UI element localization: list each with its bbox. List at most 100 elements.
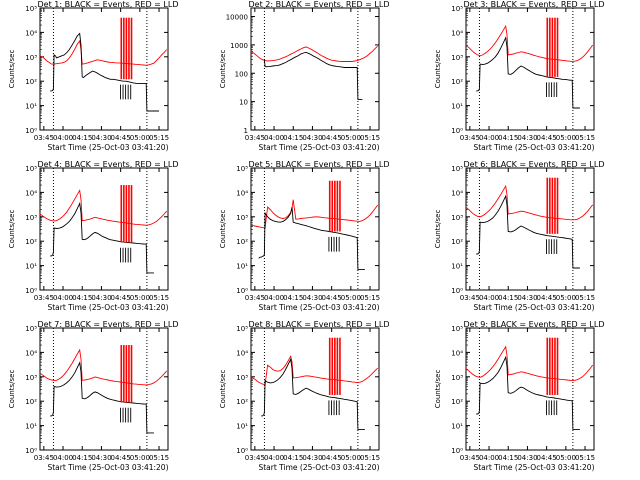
- x-tick-label: 04:00: [479, 454, 499, 462]
- x-axis-label: Start Time (25-Oct-03 03:41:20): [473, 303, 594, 312]
- x-tick-label: 03:45: [34, 454, 54, 462]
- plot-frame: [465, 167, 595, 291]
- lld-series-line: [466, 24, 594, 62]
- y-tick-label: 10⁵: [236, 325, 248, 333]
- x-tick-label: 05:15: [575, 134, 595, 142]
- lld-series-line: [251, 199, 379, 229]
- y-tick-label: 10²: [451, 78, 463, 86]
- y-tick-label: 10⁵: [25, 165, 37, 173]
- x-tick-label: 05:15: [575, 294, 595, 302]
- x-tick-label: 04:45: [537, 294, 557, 302]
- plot-data: [466, 168, 594, 290]
- x-tick-label: 04:00: [479, 294, 499, 302]
- y-tick-label: 100: [235, 70, 248, 78]
- y-tick-label: 10⁵: [451, 325, 463, 333]
- y-tick-label: 10¹: [25, 263, 37, 271]
- x-tick-label: 05:15: [149, 294, 169, 302]
- y-tick-label: 10³: [236, 374, 248, 382]
- x-axis-label: Start Time (25-Oct-03 03:41:20): [258, 303, 379, 312]
- x-tick-label: 04:00: [264, 134, 284, 142]
- y-tick-label: 10¹: [451, 423, 463, 431]
- x-tick-label: 05:00: [130, 454, 150, 462]
- x-tick-label: 05:00: [341, 294, 361, 302]
- x-tick-label: 05:15: [360, 454, 380, 462]
- y-axis-label: Counts/sec: [219, 370, 227, 409]
- plot-frame: [39, 327, 169, 451]
- x-tick-label: 05:00: [556, 454, 576, 462]
- x-tick-label: 05:15: [575, 454, 595, 462]
- y-axis-label: Counts/sec: [8, 50, 16, 89]
- plot-frame: [465, 327, 595, 451]
- lld-series-line: [466, 184, 594, 221]
- panel-title: Det 1: BLACK = Events, RED = LLD: [38, 0, 179, 9]
- plot-data: [466, 8, 594, 130]
- x-tick-label: 04:30: [91, 134, 111, 142]
- y-tick-label: 10¹: [25, 103, 37, 111]
- events-series-line: [263, 51, 363, 100]
- y-tick-label: 10³: [451, 54, 463, 62]
- y-tick-label: 10⁰: [236, 287, 248, 295]
- y-tick-label: 10¹: [25, 423, 37, 431]
- x-tick-label: 04:30: [302, 454, 322, 462]
- y-tick-label: 10⁵: [451, 5, 463, 13]
- x-tick-label: 04:00: [53, 134, 73, 142]
- plot-frame: [250, 327, 380, 451]
- y-tick-label: 10: [239, 99, 248, 107]
- x-tick-label: 04:15: [498, 294, 518, 302]
- y-tick-label: 10²: [236, 398, 248, 406]
- x-tick-label: 04:15: [283, 134, 303, 142]
- y-tick-label: 10⁰: [25, 127, 37, 135]
- plot-data: [466, 328, 594, 450]
- x-tick-label: 05:15: [149, 134, 169, 142]
- plot-frame: [250, 7, 380, 131]
- y-tick-label: 10²: [451, 238, 463, 246]
- chart-panel-1: 03:45 04:00 04:15 04:30 04:45 05:00 05:15 10⁰ 10…: [8, 0, 178, 152]
- plot-data: [40, 168, 168, 290]
- x-tick-label: 05:00: [556, 134, 576, 142]
- chart-panel-3: 03:45 04:00 04:15 04:30 04:45 05:00 05:15 10⁰ 10…: [434, 0, 604, 152]
- y-tick-label: 10¹: [236, 263, 248, 271]
- x-tick-label: 04:00: [53, 294, 73, 302]
- x-tick-label: 04:15: [72, 454, 92, 462]
- y-tick-label: 10³: [25, 374, 37, 382]
- x-tick-label: 04:45: [537, 134, 557, 142]
- y-tick-label: 10²: [451, 398, 463, 406]
- y-tick-label: 10⁴: [451, 349, 463, 357]
- chart-panel-9: 03:45 04:00 04:15 04:30 04:45 05:00 05:15 10⁰ 10…: [434, 320, 604, 472]
- x-tick-label: 04:15: [283, 454, 303, 462]
- x-tick-label: 04:15: [498, 134, 518, 142]
- x-tick-label: 05:00: [341, 454, 361, 462]
- plot-frame: [250, 167, 380, 291]
- y-axis-label: Counts/sec: [434, 50, 442, 89]
- events-series-line: [476, 355, 580, 430]
- x-tick-label: 04:30: [302, 294, 322, 302]
- x-tick-label: 03:45: [34, 294, 54, 302]
- panel-title: Det 5: BLACK = Events, RED = LLD: [249, 160, 390, 169]
- y-tick-label: 10⁴: [25, 349, 37, 357]
- x-tick-label: 05:00: [130, 294, 150, 302]
- x-tick-label: 04:15: [498, 454, 518, 462]
- x-tick-label: 05:15: [360, 294, 380, 302]
- x-tick-label: 04:45: [111, 454, 131, 462]
- panel-title: Det 3: BLACK = Events, RED = LLD: [464, 0, 605, 9]
- panel-title: Det 2: BLACK = Events, RED = LLD: [249, 0, 390, 9]
- y-tick-label: 10⁴: [451, 189, 463, 197]
- y-tick-label: 10³: [451, 214, 463, 222]
- lld-series-line: [466, 345, 594, 382]
- lld-series-line: [40, 39, 168, 66]
- panel-title: Det 4: BLACK = Events, RED = LLD: [38, 160, 179, 169]
- x-tick-label: 03:45: [245, 454, 265, 462]
- x-tick-label: 04:00: [264, 294, 284, 302]
- x-tick-label: 05:00: [556, 294, 576, 302]
- y-tick-label: 10⁵: [25, 5, 37, 13]
- y-tick-label: 10000: [226, 14, 248, 22]
- y-tick-label: 10¹: [451, 103, 463, 111]
- lld-series-line: [40, 348, 168, 386]
- x-tick-label: 04:30: [91, 454, 111, 462]
- y-tick-label: 10³: [236, 214, 248, 222]
- x-tick-label: 04:30: [517, 294, 537, 302]
- x-axis-label: Start Time (25-Oct-03 03:41:20): [258, 463, 379, 472]
- x-tick-label: 04:15: [72, 134, 92, 142]
- y-tick-label: 10¹: [236, 423, 248, 431]
- y-axis-label: Counts/sec: [8, 370, 16, 409]
